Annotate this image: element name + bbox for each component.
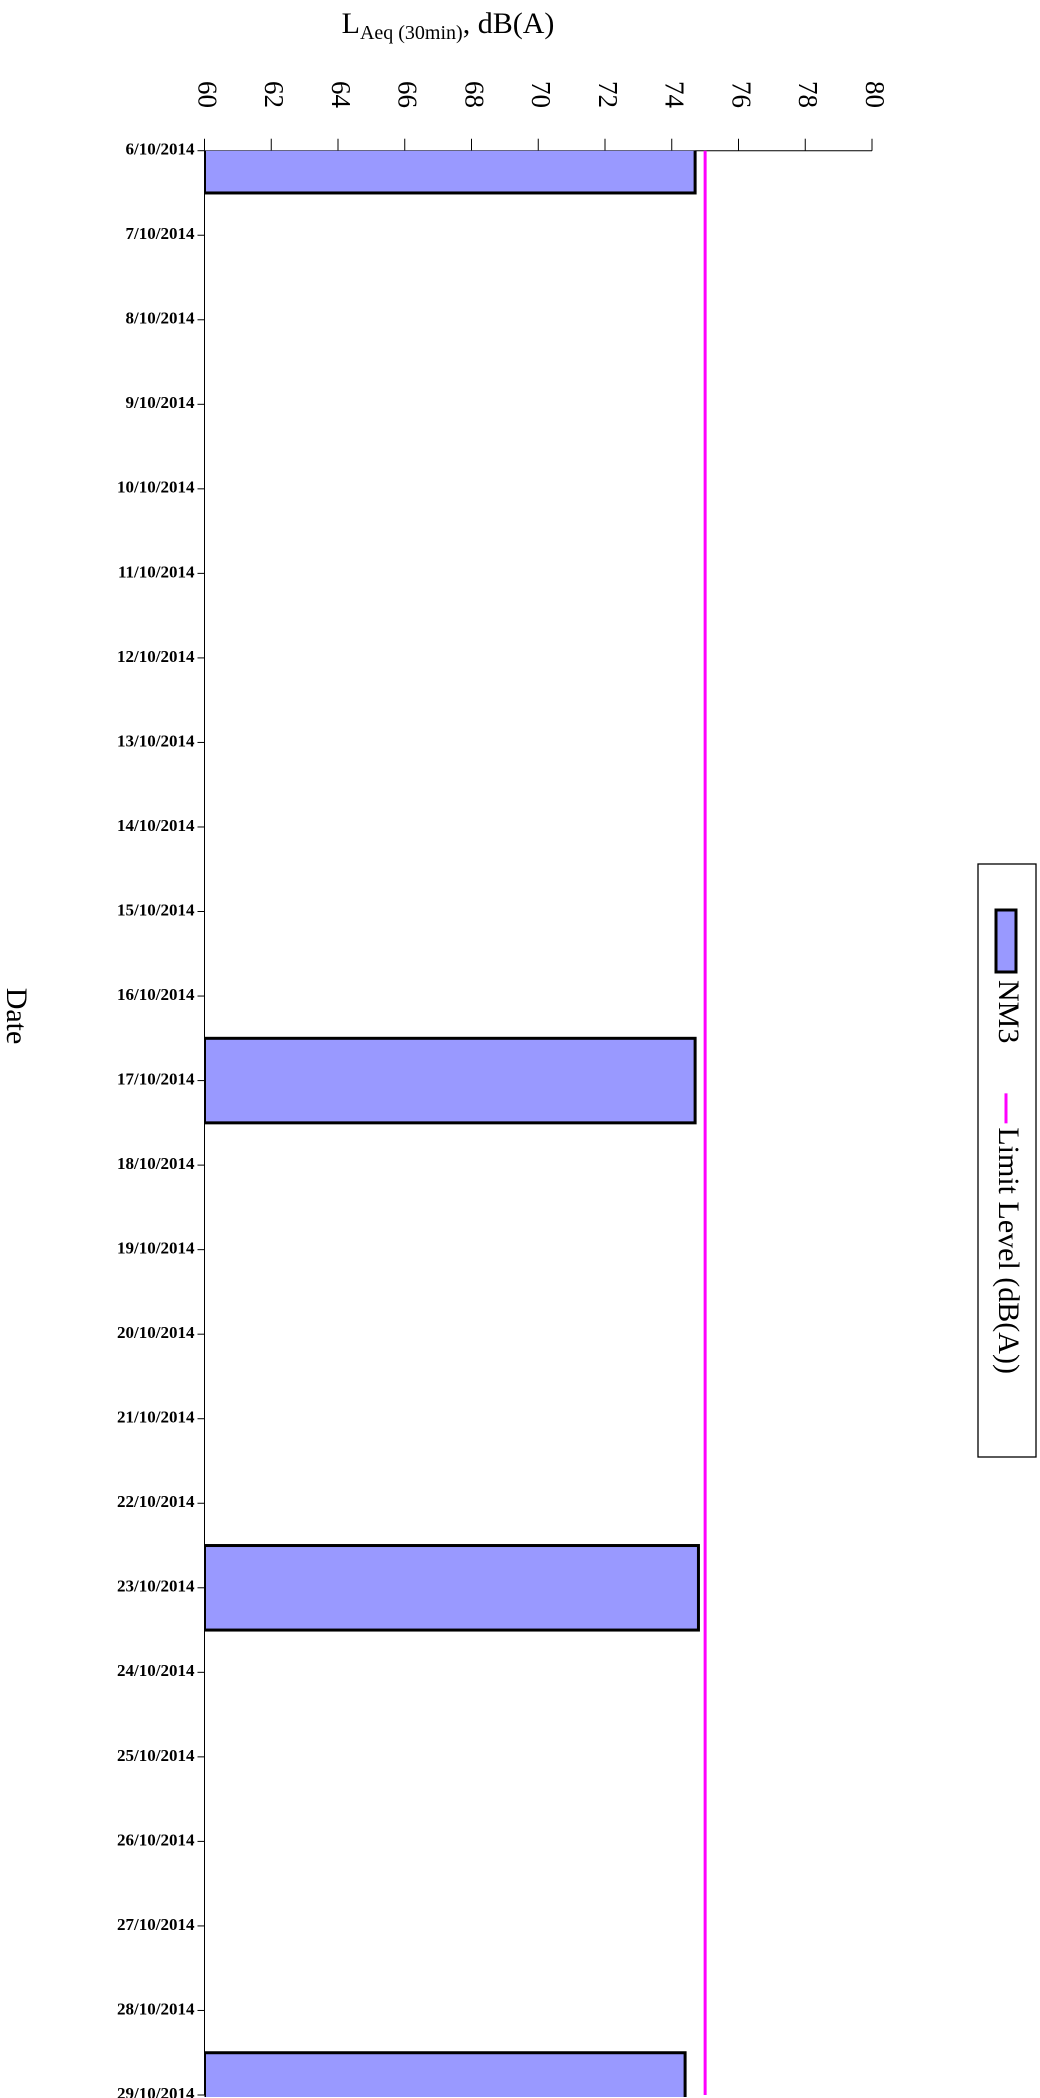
y-tick-label: 13/10/2014 bbox=[117, 731, 195, 750]
x-tick-label: 74 bbox=[660, 81, 690, 109]
x-tick-label: 66 bbox=[393, 81, 423, 108]
x-tick-label: 72 bbox=[593, 81, 623, 108]
legend-label: NM3 bbox=[992, 980, 1025, 1043]
y-tick-label: 26/10/2014 bbox=[117, 1830, 195, 1849]
y-tick-label: 21/10/2014 bbox=[117, 1408, 195, 1427]
y-tick-label: 29/10/2014 bbox=[117, 2084, 195, 2098]
x-axis-title-main: L bbox=[342, 7, 360, 40]
x-tick-label: 60 bbox=[192, 81, 222, 108]
y-tick-label: 14/10/2014 bbox=[117, 816, 195, 835]
x-tick-label: 62 bbox=[259, 81, 289, 108]
y-tick-label: 20/10/2014 bbox=[117, 1323, 195, 1342]
y-tick-label: 11/10/2014 bbox=[118, 562, 195, 581]
bar bbox=[204, 1036, 697, 1125]
y-tick-label: 28/10/2014 bbox=[117, 1999, 195, 2018]
y-tick-label: 6/10/2014 bbox=[126, 140, 195, 159]
x-axis-title-rest: , dB(A) bbox=[463, 7, 555, 40]
x-tick-label: 80 bbox=[860, 81, 890, 108]
y-tick-label: 24/10/2014 bbox=[117, 1661, 195, 1680]
y-tick-label: 10/10/2014 bbox=[117, 478, 195, 497]
y-tick-label: 22/10/2014 bbox=[117, 1492, 195, 1511]
y-tick-label: 7/10/2014 bbox=[126, 224, 195, 243]
y-tick-label: 16/10/2014 bbox=[117, 985, 195, 1004]
y-tick-label: 23/10/2014 bbox=[117, 1577, 195, 1596]
y-axis-title: Date bbox=[0, 988, 33, 1045]
y-tick-label: 8/10/2014 bbox=[126, 309, 195, 328]
y-tick-label: 19/10/2014 bbox=[117, 1239, 195, 1258]
bar bbox=[204, 1544, 700, 1632]
x-tick-label: 64 bbox=[326, 81, 356, 109]
legend-swatch bbox=[994, 908, 1018, 974]
y-tick-label: 17/10/2014 bbox=[117, 1069, 195, 1088]
y-tick-label: 18/10/2014 bbox=[117, 1154, 195, 1173]
y-tick-label: 12/10/2014 bbox=[117, 647, 195, 666]
plot-area bbox=[204, 150, 700, 2098]
legend-label: Limit Level (dB(A)) bbox=[992, 1127, 1025, 1374]
bar bbox=[204, 2051, 687, 2098]
y-tick-label: 15/10/2014 bbox=[117, 900, 195, 919]
x-tick-label: 78 bbox=[793, 81, 823, 108]
y-tick-label: 9/10/2014 bbox=[126, 393, 195, 412]
x-tick-label: 76 bbox=[726, 81, 756, 108]
x-axis-title-sub: Aeq (30min) bbox=[360, 22, 463, 44]
bar bbox=[204, 150, 697, 195]
x-tick-label: 70 bbox=[526, 81, 556, 108]
x-tick-label: 68 bbox=[459, 81, 489, 108]
y-tick-label: 25/10/2014 bbox=[117, 1746, 195, 1765]
x-axis-title: LAeq (30min), dB(A) bbox=[342, 7, 555, 44]
y-tick-label: 27/10/2014 bbox=[117, 1915, 195, 1934]
